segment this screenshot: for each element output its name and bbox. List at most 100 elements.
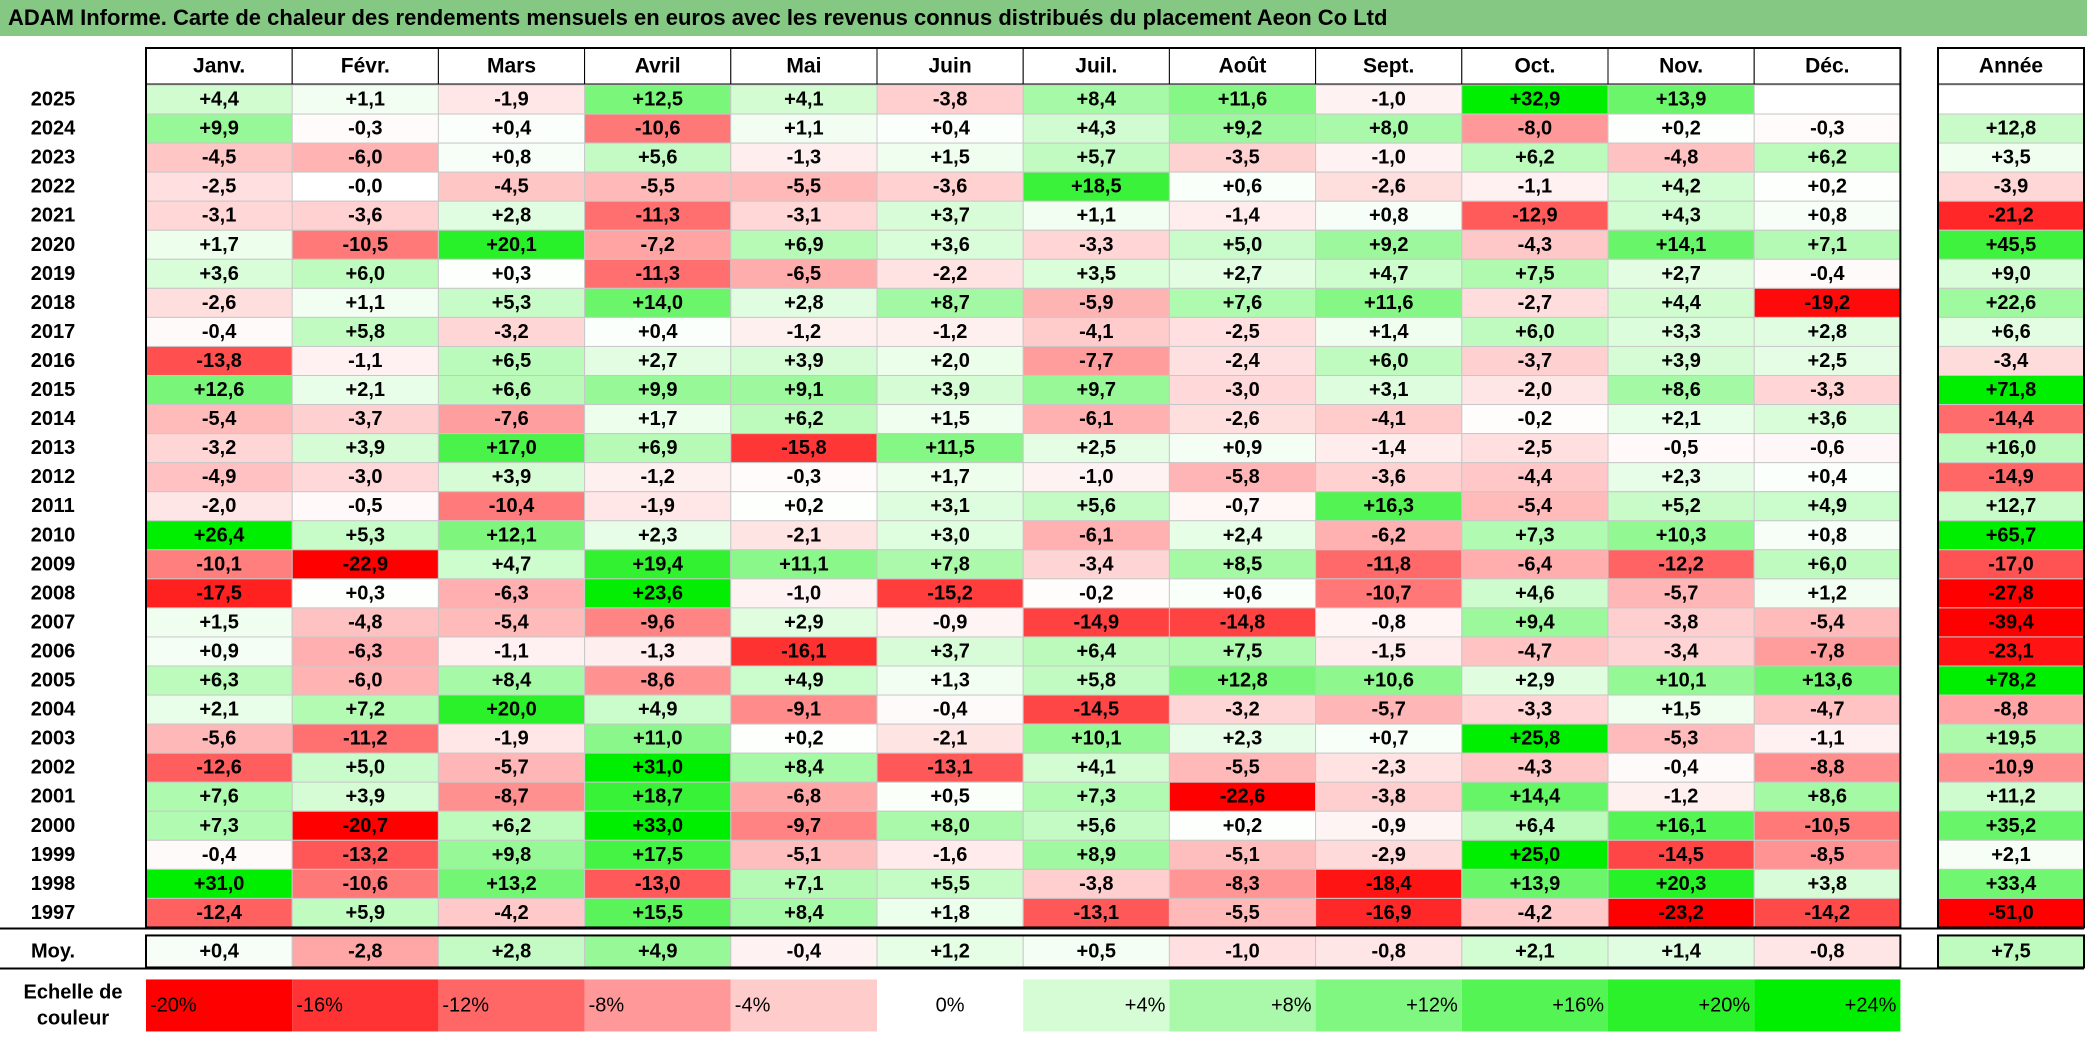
year-label: 1999 bbox=[31, 844, 76, 866]
heatmap-cell-value: +15,5 bbox=[632, 902, 683, 924]
heatmap-cell bbox=[1168, 694, 1317, 725]
heatmap-cell-value: +12,1 bbox=[486, 524, 537, 546]
year-label: 2020 bbox=[31, 234, 76, 256]
heatmap-cell-value: +2,1 bbox=[199, 699, 238, 721]
heatmap-cell-value: +6,2 bbox=[1515, 147, 1554, 169]
heatmap-cell-value: +0,6 bbox=[1223, 582, 1262, 604]
heatmap-cell bbox=[1168, 171, 1317, 202]
average-annual-cell bbox=[1937, 934, 2085, 969]
heatmap-cell-value: -2,6 bbox=[1371, 176, 1405, 198]
heatmap-cell-value: +2,3 bbox=[1223, 728, 1262, 750]
heatmap-cell bbox=[1168, 84, 1317, 115]
heatmap-cell bbox=[437, 345, 586, 377]
annual-cell-value: +3,5 bbox=[1991, 147, 2030, 169]
heatmap-cell-value: +3,9 bbox=[346, 786, 385, 808]
heatmap-cell-value: +2,1 bbox=[1661, 408, 1700, 430]
legend-value: +12% bbox=[1406, 994, 1458, 1016]
heatmap-cell-value: +3,7 bbox=[930, 640, 969, 662]
heatmap-cell-value: +3,9 bbox=[784, 350, 823, 372]
heatmap-cell-value: -0,4 bbox=[933, 699, 968, 721]
year-label: 2014 bbox=[31, 408, 76, 430]
heatmap-cell-value: -11,2 bbox=[343, 728, 387, 750]
heatmap-cell-value: -4,3 bbox=[1518, 757, 1552, 779]
heatmap-cell-value: +3,1 bbox=[1369, 379, 1408, 401]
year-label: 2015 bbox=[31, 379, 76, 401]
heatmap-cell-value: -1,2 bbox=[933, 321, 967, 343]
heatmap-cell-value: -1,6 bbox=[933, 844, 967, 866]
heatmap-cell-value: -0,8 bbox=[1371, 611, 1405, 633]
heatmap-cell-value: +9,8 bbox=[492, 844, 531, 866]
heatmap-cell-value: +0,4 bbox=[930, 118, 970, 140]
heatmap-cell-value: +3,9 bbox=[930, 379, 969, 401]
heatmap-cell bbox=[1753, 752, 1901, 783]
heatmap-cell-value: +0,7 bbox=[1369, 728, 1408, 750]
heatmap-cell bbox=[1022, 404, 1170, 435]
heatmap-cell-value: -13,1 bbox=[1074, 902, 1120, 924]
month-header-label: Oct. bbox=[1514, 55, 1555, 78]
heatmap-cell-value: +1,5 bbox=[930, 147, 969, 169]
heatmap-cell-value: +3,1 bbox=[930, 495, 969, 517]
heatmap-cell bbox=[1022, 113, 1170, 144]
heatmap-cell bbox=[1315, 316, 1463, 347]
heatmap-cell-value: +1,1 bbox=[1077, 205, 1116, 227]
average-cell-value: +4,9 bbox=[638, 940, 677, 962]
heatmap-cell-value: +4,7 bbox=[492, 553, 531, 575]
heatmap-cell-value: -8,3 bbox=[1225, 873, 1259, 895]
annual-cell bbox=[1937, 316, 2085, 347]
heatmap-cell bbox=[145, 549, 293, 580]
heatmap-cell-value: -3,6 bbox=[933, 176, 967, 198]
heatmap-cell-value: -12,6 bbox=[196, 757, 242, 779]
heatmap-cell-value: -6,0 bbox=[348, 670, 382, 692]
month-header-label: Déc. bbox=[1805, 55, 1849, 78]
heatmap-cell-value: -4,7 bbox=[1518, 640, 1552, 662]
heatmap-cell bbox=[1461, 287, 1609, 318]
heatmap-cell bbox=[145, 491, 293, 522]
heatmap-cell bbox=[584, 142, 732, 173]
year-label: 2007 bbox=[31, 611, 76, 633]
annual-cell-value: -8,8 bbox=[1994, 699, 2028, 721]
heatmap-cell-value: +13,9 bbox=[1656, 89, 1707, 111]
heatmap-cell-value: +20,3 bbox=[1656, 873, 1707, 895]
legend-swatch bbox=[1023, 979, 1170, 1032]
average-cell-value: -1,0 bbox=[1225, 940, 1259, 962]
annual-cell-value: -3,4 bbox=[1994, 350, 2029, 372]
heatmap-cell-value: +4,6 bbox=[1515, 582, 1554, 604]
month-header-label: Avril bbox=[635, 55, 681, 78]
heatmap-cell-value: -5,3 bbox=[1664, 728, 1698, 750]
heatmap-cell-value: +11,6 bbox=[1364, 292, 1414, 314]
heatmap-cell-value: +8,4 bbox=[784, 757, 824, 779]
heatmap-cell bbox=[876, 868, 1024, 899]
heatmap-cell-value: +8,0 bbox=[930, 815, 969, 837]
heatmap-cell-value: +1,3 bbox=[930, 670, 969, 692]
heatmap-cell-value: -4,7 bbox=[1810, 699, 1844, 721]
heatmap-cell bbox=[730, 462, 878, 493]
heatmap-cell-value: +4,1 bbox=[1077, 757, 1116, 779]
heatmap-cell bbox=[730, 723, 878, 754]
annual-cell bbox=[1937, 84, 2085, 115]
heatmap-cell-value: +11,6 bbox=[1218, 89, 1268, 111]
legend-value: +24% bbox=[1845, 994, 1897, 1016]
heatmap-cell bbox=[437, 200, 586, 231]
month-header-label: Mai bbox=[786, 55, 821, 78]
heatmap-cell-value: -4,3 bbox=[1518, 234, 1552, 256]
month-header-label: Août bbox=[1219, 55, 1267, 78]
heatmap-cell-value: -18,4 bbox=[1366, 873, 1412, 895]
heatmap-cell bbox=[437, 607, 586, 638]
heatmap-cell bbox=[1168, 375, 1317, 406]
heatmap-cell-value: -3,0 bbox=[1225, 379, 1259, 401]
heatmap-cell bbox=[1168, 433, 1317, 464]
annual-cell bbox=[1937, 287, 2085, 318]
heatmap-cell-value: -4,1 bbox=[1079, 321, 1113, 343]
heatmap-cell bbox=[145, 839, 293, 870]
heatmap-cell-value: +1,7 bbox=[199, 234, 238, 256]
heatmap-cell bbox=[1461, 258, 1609, 289]
heatmap-cell-value: -4,5 bbox=[494, 176, 528, 198]
annual-cell-value: -23,1 bbox=[1988, 640, 2034, 662]
heatmap-cell-value: +7,6 bbox=[1223, 292, 1262, 314]
heatmap-cell bbox=[584, 578, 732, 609]
heatmap-cell bbox=[730, 142, 878, 173]
heatmap-cell bbox=[145, 142, 293, 173]
heatmap-cell bbox=[1168, 578, 1317, 609]
heatmap-cell-value: +8,4 bbox=[1077, 89, 1117, 111]
heatmap-cell-value: +5,9 bbox=[346, 902, 385, 924]
